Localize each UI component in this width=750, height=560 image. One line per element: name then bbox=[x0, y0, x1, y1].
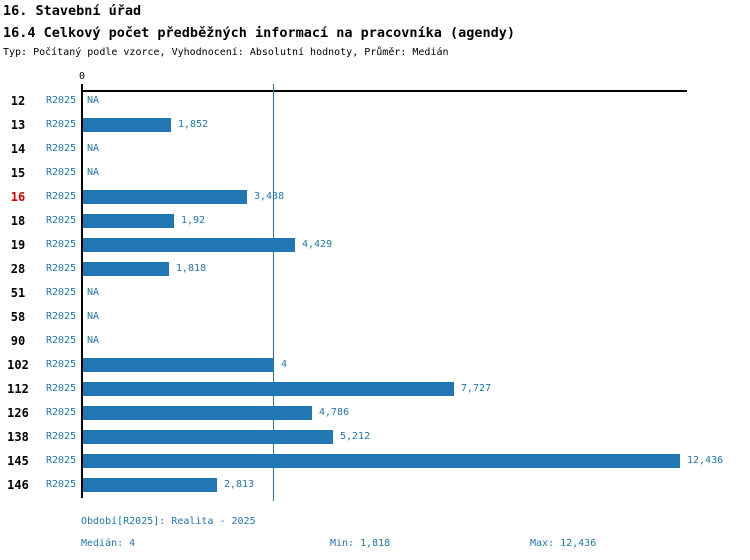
value-label: 1,852 bbox=[178, 119, 209, 130]
value-label: 2,813 bbox=[224, 479, 255, 490]
chart-row: 13 R2025 1,852 bbox=[0, 113, 750, 137]
chart-row: 16 R2025 3,438 bbox=[0, 185, 750, 209]
median-reference-line bbox=[272, 84, 275, 501]
category-label: 138 bbox=[7, 430, 29, 444]
value-label: NA bbox=[87, 167, 100, 178]
value-label: 12,436 bbox=[687, 455, 724, 466]
chart-row: 126 R2025 4,786 bbox=[0, 401, 750, 425]
series-label: R2025 bbox=[46, 119, 77, 130]
series-label: R2025 bbox=[46, 359, 77, 370]
category-label: 51 bbox=[10, 286, 26, 300]
series-label: R2025 bbox=[46, 455, 77, 466]
series-label: R2025 bbox=[46, 95, 77, 106]
category-label: 13 bbox=[10, 118, 26, 132]
series-label: R2025 bbox=[46, 167, 77, 178]
zero-baseline bbox=[81, 84, 83, 498]
category-label: 102 bbox=[7, 358, 29, 372]
chart-row: 28 R2025 1,818 bbox=[0, 257, 750, 281]
category-label: 15 bbox=[10, 166, 26, 180]
series-label: R2025 bbox=[46, 191, 77, 202]
category-label: 146 bbox=[7, 478, 29, 492]
chart-row: 112 R2025 7,727 bbox=[0, 377, 750, 401]
value-bar bbox=[83, 406, 312, 420]
chart-row: 12 R2025 NA bbox=[0, 89, 750, 113]
min-stat: Min: 1,818 bbox=[330, 538, 391, 549]
x-axis-line bbox=[81, 90, 687, 92]
value-label: NA bbox=[87, 287, 100, 298]
value-label: 3,438 bbox=[254, 191, 285, 202]
value-bar bbox=[83, 214, 174, 228]
series-label: R2025 bbox=[46, 383, 77, 394]
series-label: R2025 bbox=[46, 335, 77, 346]
chart-row: 102 R2025 4 bbox=[0, 353, 750, 377]
chart-row: 15 R2025 NA bbox=[0, 161, 750, 185]
value-bar bbox=[83, 238, 295, 252]
chart-rows: 12 R2025 NA 13 R2025 1,852 14 R2025 NA 1… bbox=[0, 89, 750, 497]
value-label: 4 bbox=[281, 359, 288, 370]
series-label: R2025 bbox=[46, 407, 77, 418]
report-indicator-title: 16.4 Celkový počet předběžných informací… bbox=[3, 25, 516, 41]
chart-row: 145 R2025 12,436 bbox=[0, 449, 750, 473]
value-label: NA bbox=[87, 95, 100, 106]
category-label: 18 bbox=[10, 214, 26, 228]
series-label: R2025 bbox=[46, 143, 77, 154]
category-label: 12 bbox=[10, 94, 26, 108]
category-label: 58 bbox=[10, 310, 26, 324]
category-label: 16 bbox=[10, 190, 26, 204]
value-bar bbox=[83, 118, 171, 132]
category-label: 14 bbox=[10, 142, 26, 156]
median-stat: Medián: 4 bbox=[81, 538, 136, 549]
max-stat: Max: 12,436 bbox=[530, 538, 597, 549]
chart-row: 146 R2025 2,813 bbox=[0, 473, 750, 497]
chart-row: 14 R2025 NA bbox=[0, 137, 750, 161]
chart-row: 18 R2025 1,92 bbox=[0, 209, 750, 233]
report-meta-line: Typ: Počítaný podle vzorce, Vyhodnocení:… bbox=[3, 47, 449, 58]
value-label: NA bbox=[87, 335, 100, 346]
value-bar bbox=[83, 190, 247, 204]
chart-row: 19 R2025 4,429 bbox=[0, 233, 750, 257]
chart-row: 90 R2025 NA bbox=[0, 329, 750, 353]
chart-row: 51 R2025 NA bbox=[0, 281, 750, 305]
value-label: NA bbox=[87, 143, 100, 154]
category-label: 112 bbox=[7, 382, 29, 396]
series-label: R2025 bbox=[46, 311, 77, 322]
report-section-title: 16. Stavební úřad bbox=[3, 3, 142, 19]
value-bar bbox=[83, 478, 217, 492]
series-label: R2025 bbox=[46, 431, 77, 442]
value-bar bbox=[83, 262, 169, 276]
x-axis-zero-tick-label: 0 bbox=[78, 71, 86, 82]
chart-row: 58 R2025 NA bbox=[0, 305, 750, 329]
series-label: R2025 bbox=[46, 287, 77, 298]
value-bar bbox=[83, 382, 454, 396]
value-label: NA bbox=[87, 311, 100, 322]
value-bar bbox=[83, 430, 333, 444]
value-label: 5,212 bbox=[340, 431, 371, 442]
category-label: 19 bbox=[10, 238, 26, 252]
category-label: 126 bbox=[7, 406, 29, 420]
value-label: 7,727 bbox=[461, 383, 492, 394]
value-label: 4,786 bbox=[319, 407, 350, 418]
period-label: Období[R2025]: Realita - 2025 bbox=[81, 516, 256, 527]
value-label: 1,818 bbox=[176, 263, 207, 274]
value-label: 1,92 bbox=[181, 215, 206, 226]
category-label: 145 bbox=[7, 454, 29, 468]
series-label: R2025 bbox=[46, 479, 77, 490]
category-label: 90 bbox=[10, 334, 26, 348]
series-label: R2025 bbox=[46, 239, 77, 250]
value-bar bbox=[83, 358, 274, 372]
value-bar bbox=[83, 454, 680, 468]
chart-row: 138 R2025 5,212 bbox=[0, 425, 750, 449]
category-label: 28 bbox=[10, 262, 26, 276]
series-label: R2025 bbox=[46, 215, 77, 226]
value-label: 4,429 bbox=[302, 239, 333, 250]
series-label: R2025 bbox=[46, 263, 77, 274]
